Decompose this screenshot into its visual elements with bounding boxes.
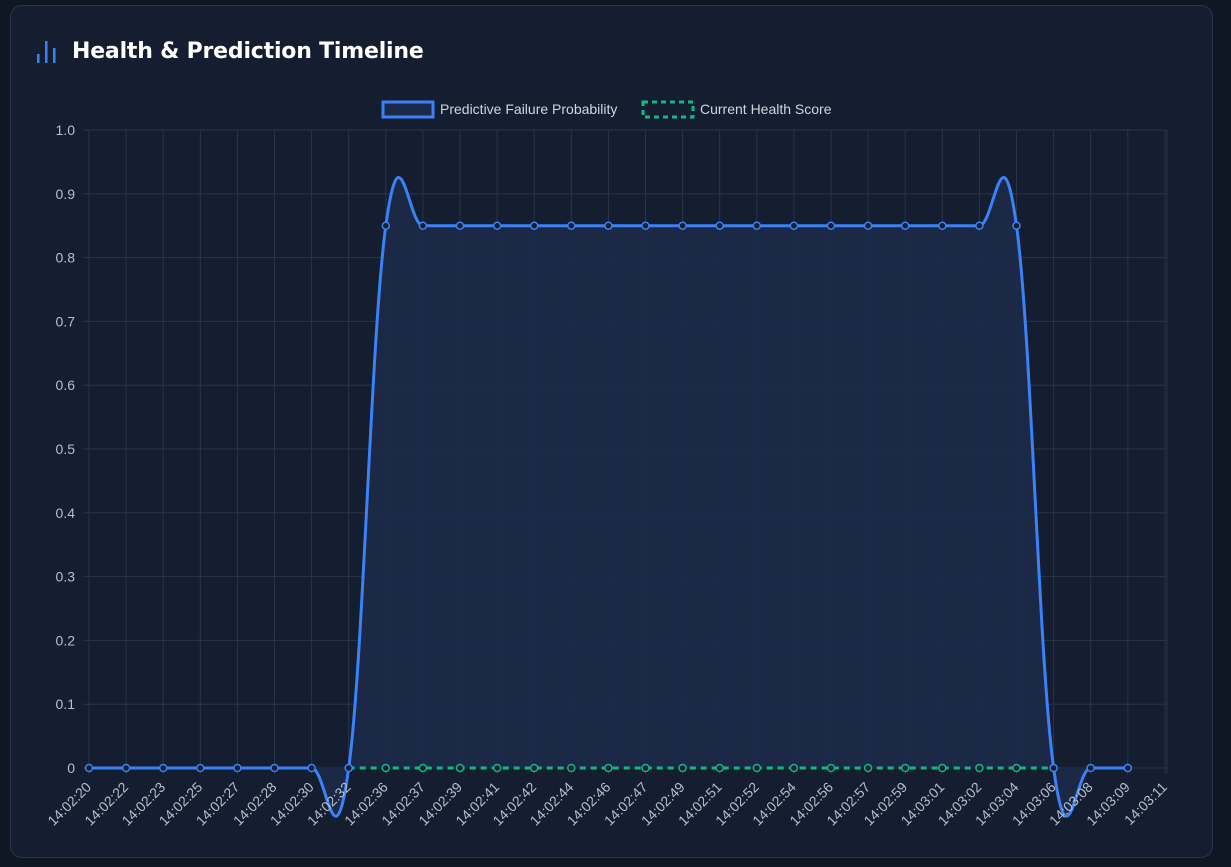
prediction-point[interactable] bbox=[863, 221, 873, 230]
prediction-point[interactable] bbox=[344, 763, 353, 773]
prediction-point[interactable] bbox=[418, 221, 428, 230]
legend-label-prediction: Predictive Failure Probability bbox=[440, 101, 617, 117]
prediction-point[interactable] bbox=[381, 221, 391, 230]
prediction-point[interactable] bbox=[1012, 221, 1021, 230]
health-point[interactable] bbox=[678, 763, 687, 773]
y-tick-label: 0.2 bbox=[56, 632, 76, 648]
health-point[interactable] bbox=[975, 763, 984, 773]
legend-item-health[interactable]: Current Health Score bbox=[641, 100, 832, 119]
health-point[interactable] bbox=[715, 763, 724, 773]
prediction-point[interactable] bbox=[938, 221, 947, 230]
prediction-point[interactable] bbox=[1049, 763, 1058, 773]
series-points bbox=[84, 221, 1133, 773]
health-point[interactable] bbox=[529, 763, 539, 773]
bar-chart-icon bbox=[37, 41, 56, 63]
health-point[interactable] bbox=[826, 763, 836, 773]
health-point[interactable] bbox=[455, 763, 465, 773]
health-point[interactable] bbox=[604, 763, 613, 773]
prediction-point[interactable] bbox=[158, 763, 168, 773]
prediction-point[interactable] bbox=[84, 763, 94, 773]
chart-legend[interactable]: Predictive Failure Probability Current H… bbox=[381, 100, 832, 119]
prediction-point[interactable] bbox=[270, 763, 279, 773]
chart-title: Health & Prediction Timeline bbox=[72, 38, 424, 64]
y-tick-label: 0.3 bbox=[56, 569, 76, 585]
health-point[interactable] bbox=[641, 763, 650, 773]
health-point[interactable] bbox=[381, 763, 391, 773]
prediction-point[interactable] bbox=[121, 763, 131, 773]
prediction-point[interactable] bbox=[567, 221, 576, 230]
legend-label-health: Current Health Score bbox=[700, 101, 832, 117]
y-tick-label: 0.5 bbox=[56, 441, 76, 457]
prediction-point[interactable] bbox=[826, 221, 836, 230]
health-point[interactable] bbox=[938, 763, 947, 773]
prediction-point[interactable] bbox=[1086, 763, 1095, 773]
y-tick-label: 1.0 bbox=[56, 122, 76, 138]
prediction-point[interactable] bbox=[307, 763, 316, 773]
prediction-point[interactable] bbox=[900, 221, 910, 230]
y-tick-label: 0.9 bbox=[56, 186, 76, 202]
prediction-point[interactable] bbox=[678, 221, 687, 230]
y-tick-label: 0.1 bbox=[56, 696, 76, 712]
legend-item-prediction[interactable]: Predictive Failure Probability bbox=[381, 100, 617, 119]
prediction-point[interactable] bbox=[975, 221, 984, 230]
health-point[interactable] bbox=[752, 763, 762, 773]
prediction-area bbox=[89, 177, 1128, 817]
prediction-point[interactable] bbox=[233, 763, 242, 773]
prediction-point[interactable] bbox=[789, 221, 799, 230]
health-point[interactable] bbox=[900, 763, 910, 773]
y-tick-label: 0.4 bbox=[56, 505, 76, 521]
prediction-point[interactable] bbox=[604, 221, 613, 230]
prediction-point[interactable] bbox=[455, 221, 465, 230]
health-point[interactable] bbox=[567, 763, 576, 773]
health-point[interactable] bbox=[863, 763, 873, 773]
prediction-area-fill bbox=[89, 177, 1128, 817]
y-tick-label: 0.8 bbox=[56, 250, 76, 266]
prediction-point[interactable] bbox=[715, 221, 724, 230]
health-point[interactable] bbox=[418, 763, 428, 773]
prediction-point[interactable] bbox=[752, 221, 762, 230]
prediction-point[interactable] bbox=[529, 221, 539, 230]
health-point[interactable] bbox=[1012, 763, 1021, 773]
prediction-point[interactable] bbox=[1123, 763, 1133, 773]
prediction-point[interactable] bbox=[492, 221, 502, 230]
y-tick-label: 0 bbox=[67, 760, 75, 776]
prediction-point[interactable] bbox=[196, 763, 205, 773]
chart-header: Health & Prediction Timeline bbox=[36, 34, 424, 68]
prediction-point[interactable] bbox=[641, 221, 650, 230]
x-axis: 14:02:2014:02:2214:02:2314:02:2514:02:27… bbox=[44, 779, 1170, 829]
health-point[interactable] bbox=[492, 763, 502, 773]
y-axis: 0 0.1 0.2 0.3 0.4 0.5 0.6 0.7 0.8 0.9 1.0 bbox=[56, 122, 76, 776]
y-tick-label: 0.6 bbox=[56, 377, 76, 393]
y-tick-label: 0.7 bbox=[56, 313, 76, 329]
health-point[interactable] bbox=[789, 763, 799, 773]
